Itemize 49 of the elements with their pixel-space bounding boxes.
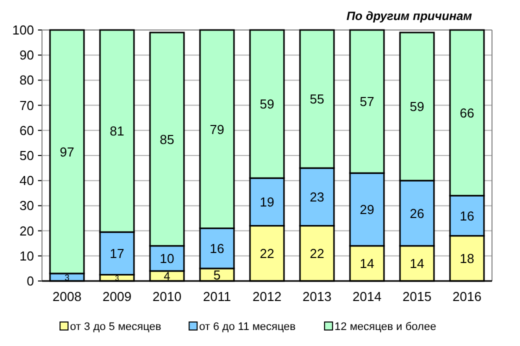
x-tick-label: 2013 [302, 289, 332, 304]
data-label: 22 [310, 246, 324, 262]
y-tick-label: 50 [20, 148, 34, 163]
data-label: 5 [213, 267, 221, 282]
data-label: 59 [260, 96, 274, 112]
data-label: 23 [310, 190, 324, 205]
data-label: 59 [410, 99, 424, 114]
data-label: 14 [360, 256, 374, 272]
x-tick-label: 2015 [402, 289, 432, 304]
y-tick-label: 20 [20, 223, 34, 238]
data-label: 16 [460, 208, 474, 224]
y-tick-label: 10 [20, 248, 34, 264]
data-label: 79 [210, 122, 224, 137]
y-tick-label: 30 [20, 198, 34, 214]
data-label: 17 [110, 246, 124, 262]
x-tick-label: 2011 [203, 289, 231, 304]
x-tick-label: 2014 [352, 289, 382, 304]
data-label: 81 [110, 124, 124, 139]
data-label: 19 [260, 194, 274, 210]
data-label: 14 [410, 256, 424, 272]
y-tick-label: 90 [20, 48, 34, 63]
data-label: 26 [410, 206, 424, 221]
x-tick-label: 2012 [252, 289, 282, 304]
y-tick-label: 70 [20, 98, 34, 113]
y-tick-label: 80 [20, 72, 34, 88]
legend-label: от 6 до 11 месяцев [199, 321, 296, 333]
x-tick-label: 2009 [102, 289, 132, 304]
data-label: 4 [164, 271, 171, 284]
data-label: 55 [310, 92, 324, 107]
data-label: 10 [160, 251, 174, 266]
data-label: 85 [160, 132, 174, 147]
data-label: 3 [64, 272, 70, 282]
data-label: 97 [60, 144, 74, 160]
data-label: 29 [360, 202, 374, 218]
legend-label: 12 месяцев и более [334, 321, 436, 333]
data-label: 66 [460, 106, 474, 121]
data-label: 22 [260, 246, 274, 262]
x-tick-label: 2016 [452, 289, 482, 304]
x-tick-label: 2010 [152, 289, 182, 304]
x-tick-label: 2008 [52, 289, 82, 304]
y-tick-label: 0 [26, 274, 34, 288]
y-tick-label: 40 [20, 173, 34, 188]
data-label: 57 [360, 94, 374, 110]
legend-label: от 3 до 5 месяцев [70, 321, 162, 333]
data-label: 18 [460, 251, 474, 266]
y-tick-label: 60 [20, 122, 34, 138]
y-tick-label: 100 [12, 22, 34, 38]
data-label: 16 [210, 241, 224, 256]
chart-title: По другим причинам [346, 9, 472, 23]
